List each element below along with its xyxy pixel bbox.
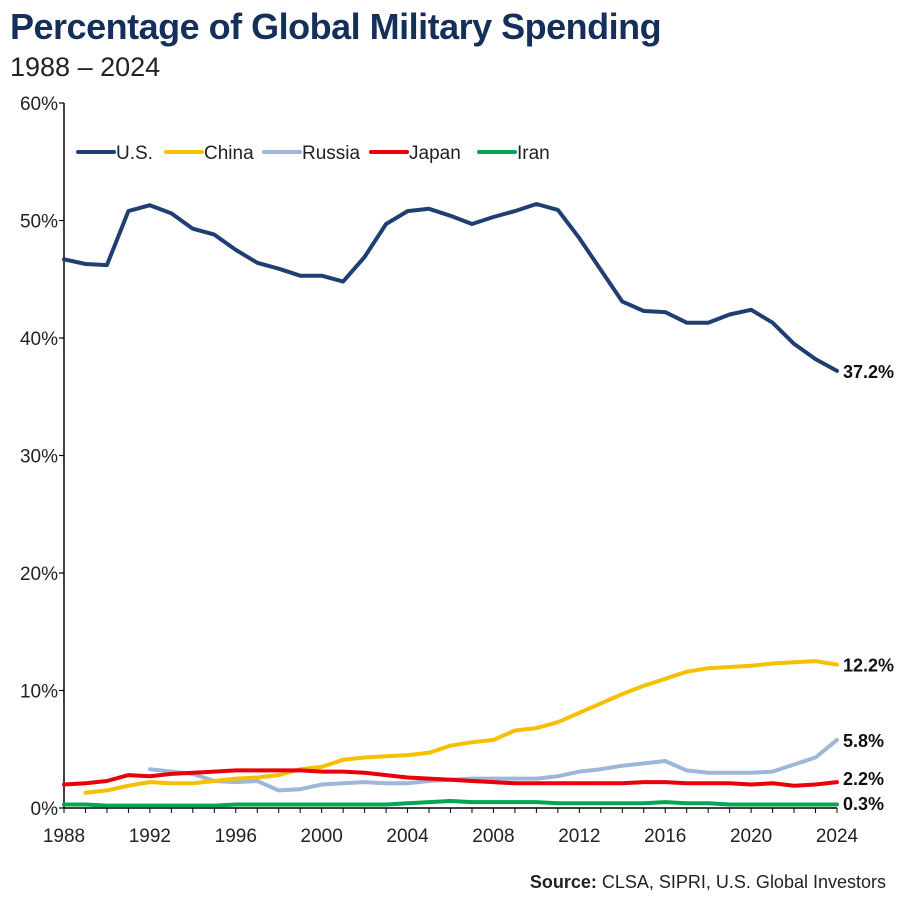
x-tick-label: 2016 (644, 826, 686, 847)
legend-label-japan: Japan (409, 143, 461, 164)
legend-label-russia: Russia (302, 143, 361, 164)
y-tick-label: 50% (20, 212, 58, 233)
y-tick-label: 30% (20, 447, 58, 468)
x-tick-label: 2008 (472, 826, 514, 847)
legend-label-china: China (204, 143, 254, 164)
x-tick-label: 2020 (730, 826, 772, 847)
x-tick-label: 1988 (43, 826, 85, 847)
x-tick-label: 1992 (129, 826, 171, 847)
series-line-japan (62, 768, 839, 788)
end-label-china: 12.2% (843, 656, 894, 676)
chart-subtitle: 1988 – 2024 (10, 52, 161, 82)
chart-title: Percentage of Global Military Spending (10, 6, 662, 47)
series-line-iran (62, 799, 839, 808)
end-label-iran: 0.3% (843, 794, 884, 814)
x-tick-label: 2012 (558, 826, 600, 847)
end-label-japan: 2.2% (843, 769, 884, 789)
y-tick-label: 10% (20, 682, 58, 703)
legend-label-u-s: U.S. (116, 143, 153, 164)
end-label-russia: 5.8% (843, 731, 884, 751)
series-line-russia (147, 737, 839, 793)
y-tick-label: 0% (31, 799, 59, 820)
y-tick-label: 20% (20, 564, 58, 585)
x-tick-label: 2000 (301, 826, 343, 847)
y-tick-label: 40% (20, 329, 58, 350)
y-tick-label: 60% (20, 94, 58, 115)
x-tick-label: 1996 (215, 826, 257, 847)
source-note: Source: CLSA, SIPRI, U.S. Global Investo… (530, 872, 886, 893)
series-lines (62, 202, 839, 808)
legend-label-iran: Iran (517, 143, 550, 164)
chart-axes: 0% 10% 20% 30% 40% 50% 60% 1988 1992 1996 2000 2004… (20, 94, 859, 847)
source-text: CLSA, SIPRI, U.S. Global Investors (601, 872, 886, 892)
x-tick-label: 2004 (386, 826, 429, 847)
end-value-labels: 37.2% 12.2% 5.8% 2.2% 0.3% (843, 362, 894, 814)
series-line-china (83, 659, 839, 795)
series-line-u-s (62, 202, 839, 373)
chart-legend: U.S. China Russia Japan Iran (76, 143, 550, 164)
source-label: Source: (529, 872, 597, 892)
x-tick-label: 2024 (816, 826, 859, 847)
end-label-u-s: 37.2% (843, 362, 894, 382)
